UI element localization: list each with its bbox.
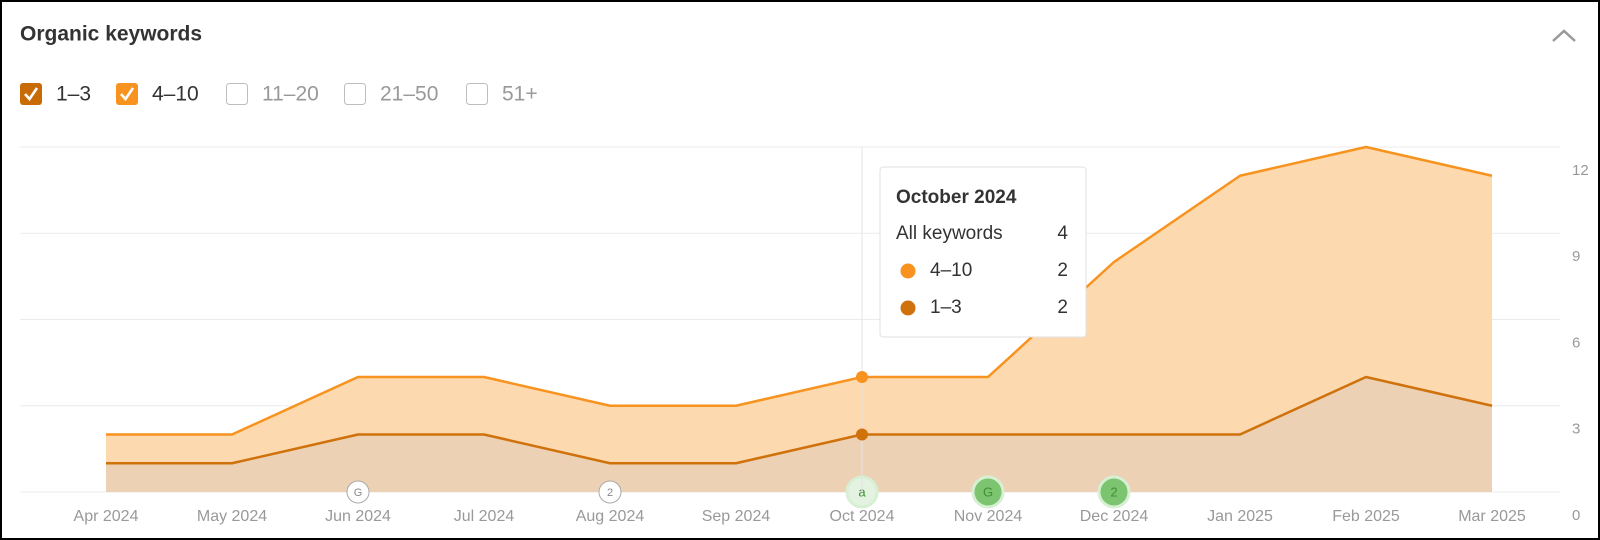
tooltip-total-label: All keywords bbox=[896, 223, 1003, 244]
tooltip-title: October 2024 bbox=[896, 187, 1017, 208]
tooltip-dot bbox=[900, 263, 916, 279]
tooltip-row-value: 2 bbox=[1057, 260, 1068, 281]
filter-label[interactable]: 51+ bbox=[502, 83, 538, 106]
event-marker[interactable] bbox=[971, 475, 1005, 509]
tooltip-box bbox=[879, 166, 1087, 338]
filter-checkbox bbox=[226, 83, 248, 105]
filter-label[interactable]: 4–10 bbox=[152, 83, 199, 106]
x-tick-label: Jun 2024 bbox=[325, 508, 391, 525]
event-marker[interactable] bbox=[1097, 475, 1131, 509]
series-line bbox=[106, 145, 1493, 436]
filter-checkbox[interactable] bbox=[116, 83, 138, 105]
filter-checkbox bbox=[466, 83, 488, 105]
x-tick-label: Jan 2025 bbox=[1207, 508, 1273, 525]
y-tick-label: 9 bbox=[1572, 248, 1580, 265]
filter-label[interactable]: 1–3 bbox=[56, 83, 91, 106]
area-band bbox=[106, 377, 1492, 492]
x-tick-label: Mar 2025 bbox=[1458, 508, 1526, 525]
tooltip-row-value: 2 bbox=[1057, 297, 1068, 318]
x-tick-label: Jul 2024 bbox=[454, 508, 515, 525]
panel-title: Organic keywords bbox=[20, 23, 202, 46]
tooltip-total: 4 bbox=[1057, 223, 1068, 244]
x-tick-label: Aug 2024 bbox=[576, 508, 645, 525]
hover-dot bbox=[856, 371, 868, 383]
x-tick-label: Dec 2024 bbox=[1080, 508, 1149, 525]
y-tick-label: 0 bbox=[1572, 507, 1580, 524]
y-tick-label: 6 bbox=[1572, 334, 1580, 351]
filter-checkbox bbox=[344, 83, 366, 105]
filter-label[interactable]: 11–20 bbox=[262, 83, 319, 106]
event-marker[interactable] bbox=[598, 480, 622, 504]
collapse-chevron[interactable] bbox=[1552, 29, 1576, 42]
x-tick-label: May 2024 bbox=[197, 508, 267, 525]
x-tick-label: Oct 2024 bbox=[830, 508, 895, 525]
tooltip-row-name: 4–10 bbox=[930, 260, 972, 281]
series-line bbox=[106, 375, 1493, 465]
tooltip-dot bbox=[900, 300, 916, 316]
hover-dot bbox=[856, 428, 868, 441]
y-tick-label: 3 bbox=[1572, 421, 1580, 438]
tooltip-row-name: 1–3 bbox=[930, 297, 962, 318]
event-marker-label: 2 bbox=[1110, 484, 1117, 499]
area-band bbox=[106, 147, 1492, 464]
x-tick-label: Sep 2024 bbox=[702, 508, 771, 525]
check-mark bbox=[24, 87, 39, 102]
x-tick-label: Feb 2025 bbox=[1332, 508, 1400, 525]
event-marker[interactable] bbox=[346, 480, 370, 504]
filter-checkbox[interactable] bbox=[20, 83, 42, 105]
y-tick-label: 12 bbox=[1572, 162, 1589, 179]
x-tick-label: Apr 2024 bbox=[74, 508, 139, 525]
x-tick-label: Nov 2024 bbox=[954, 508, 1023, 525]
event-marker-label: G bbox=[354, 487, 363, 499]
event-marker-label: G bbox=[983, 484, 993, 499]
filter-label[interactable]: 21–50 bbox=[380, 83, 438, 106]
check-mark bbox=[120, 87, 135, 102]
event-marker-label: 2 bbox=[607, 487, 613, 499]
